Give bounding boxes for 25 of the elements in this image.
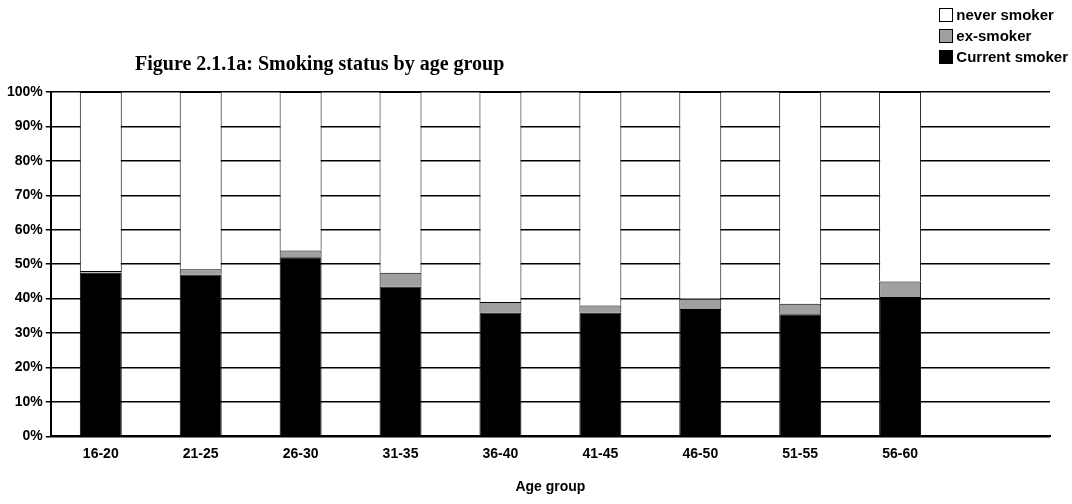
x-tick-label: 46-50 <box>682 444 719 461</box>
y-tick-label: 10% <box>14 392 44 409</box>
text: never smoker <box>956 6 1054 23</box>
y-tick-label: 0% <box>22 427 44 444</box>
y-tick-label: 100% <box>6 82 44 99</box>
y-tick-label: 60% <box>14 220 44 237</box>
y-tick-label: 70% <box>14 186 44 203</box>
y-tick-label: 50% <box>14 255 44 272</box>
y-tick-label: 20% <box>14 358 44 375</box>
x-tick-label: 56-60 <box>882 444 919 461</box>
y-tick-label: 80% <box>14 151 44 168</box>
y-tick-label: 90% <box>14 117 44 134</box>
x-tick-label: 21-25 <box>182 444 219 461</box>
y-tick-label: 30% <box>14 323 44 340</box>
x-axis-title: Age group <box>515 478 586 495</box>
y-tick-label: 40% <box>14 289 44 306</box>
chart-title: Figure 2.1.1a: Smoking status by age group <box>135 52 505 75</box>
x-tick-label: 26-30 <box>282 444 319 461</box>
legend-label: Current smoker <box>956 48 1068 65</box>
x-tick-label: 31-35 <box>382 444 419 461</box>
x-tick-label: 16-20 <box>82 444 119 461</box>
x-tick-label: 36-40 <box>482 444 519 461</box>
legend-label: ex-smoker <box>956 27 1032 44</box>
x-tick-label: 51-55 <box>782 444 819 461</box>
x-tick-label: 41-45 <box>582 444 619 461</box>
